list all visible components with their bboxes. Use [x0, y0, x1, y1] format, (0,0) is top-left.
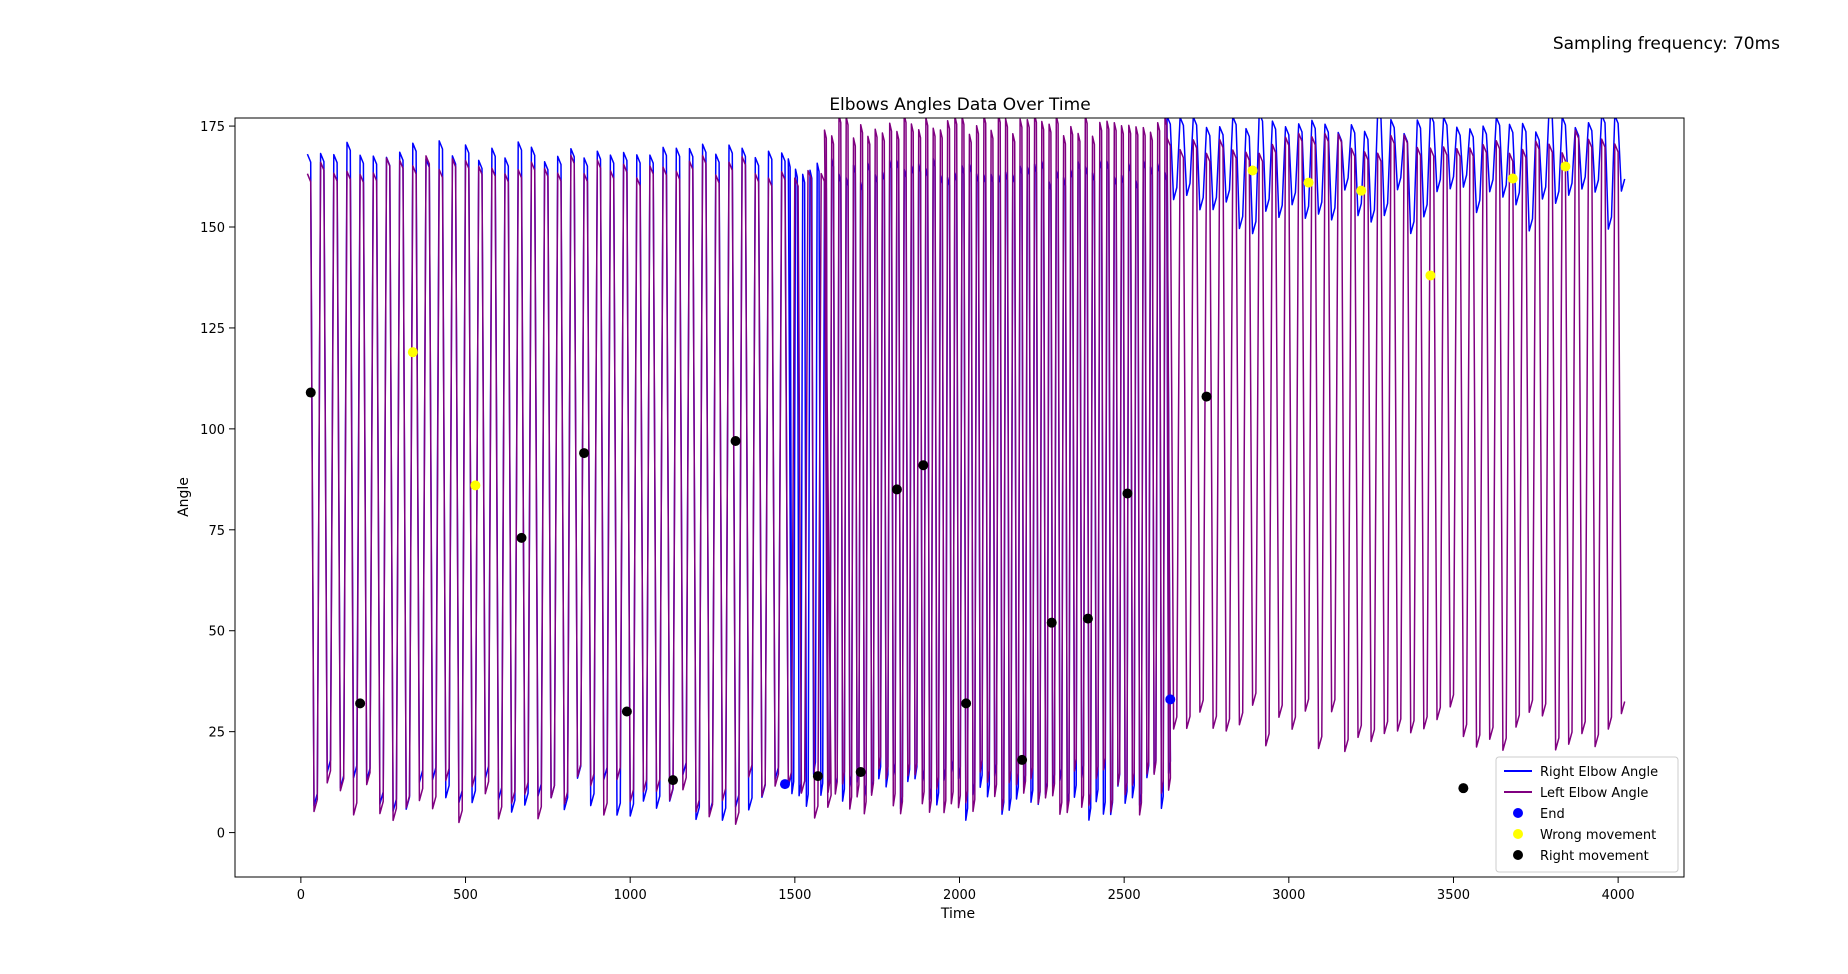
y-tick-label: 100: [200, 423, 225, 438]
sampling-frequency-note: Sampling frequency: 70ms: [1553, 34, 1780, 54]
y-tick-label: 75: [208, 524, 225, 539]
plot-series: [306, 118, 1626, 826]
marker-point: [891, 484, 902, 495]
marker-point: [961, 698, 972, 709]
y-tick-label: 175: [200, 120, 225, 135]
marker-point: [1201, 391, 1212, 402]
marker-point: [621, 706, 632, 717]
marker-point: [1425, 270, 1436, 281]
marker-point: [1356, 185, 1367, 196]
marker-point: [812, 771, 823, 782]
x-tick-label: 1500: [778, 888, 811, 903]
x-axis: 0 500 1000 1500 2000 2500 3000 3500 4000: [297, 877, 1635, 903]
marker-point: [855, 767, 866, 778]
x-axis-label: Time: [940, 906, 975, 922]
marker-point: [470, 480, 481, 491]
marker-point: [1303, 177, 1314, 188]
marker-point: [1458, 783, 1469, 794]
x-tick-label: 3500: [1437, 888, 1470, 903]
legend-label: Left Elbow Angle: [1540, 786, 1648, 801]
x-tick-label: 500: [453, 888, 478, 903]
y-tick-label: 125: [200, 322, 225, 337]
plot-markers: [305, 161, 1571, 794]
marker-point: [1082, 613, 1093, 624]
legend-label: Wrong movement: [1540, 828, 1656, 843]
marker-point: [1122, 488, 1133, 499]
marker-point: [730, 435, 741, 446]
legend-dot-swatch: [1513, 850, 1523, 860]
chart-title: Elbows Angles Data Over Time: [829, 95, 1090, 115]
legend: Right Elbow Angle Left Elbow Angle End Wron…: [1495, 756, 1679, 873]
legend-label: End: [1540, 807, 1565, 822]
legend-dot-swatch: [1513, 829, 1523, 839]
y-axis: 0 25 50 75 100 125 150 175: [200, 120, 235, 842]
x-tick-label: 2000: [943, 888, 976, 903]
marker-point: [1247, 165, 1258, 176]
marker-point: [407, 347, 418, 358]
x-tick-label: 0: [297, 888, 305, 903]
legend-label: Right Elbow Angle: [1540, 765, 1658, 780]
marker-point: [305, 387, 316, 398]
marker-point: [1560, 161, 1571, 172]
marker-point: [579, 448, 590, 459]
y-tick-label: 150: [200, 221, 225, 236]
marker-point: [1017, 754, 1028, 765]
y-tick-label: 0: [217, 827, 225, 842]
marker-point: [779, 779, 790, 790]
marker-point: [516, 532, 527, 543]
legend-box: [1495, 756, 1679, 873]
marker-point: [667, 775, 678, 786]
x-tick-label: 4000: [1602, 888, 1635, 903]
legend-label: Right movement: [1540, 849, 1649, 864]
y-tick-label: 50: [208, 625, 225, 640]
legend-dot-swatch: [1513, 808, 1523, 818]
marker-point: [1507, 173, 1518, 184]
x-tick-label: 1000: [614, 888, 647, 903]
x-tick-label: 3000: [1272, 888, 1305, 903]
marker-point: [1165, 694, 1176, 705]
marker-point: [1046, 617, 1057, 628]
x-tick-label: 2500: [1108, 888, 1141, 903]
marker-point: [355, 698, 366, 709]
marker-point: [918, 460, 929, 471]
y-axis-label: Angle: [176, 477, 192, 517]
y-tick-label: 25: [208, 726, 225, 741]
series-line: [306, 118, 1626, 826]
